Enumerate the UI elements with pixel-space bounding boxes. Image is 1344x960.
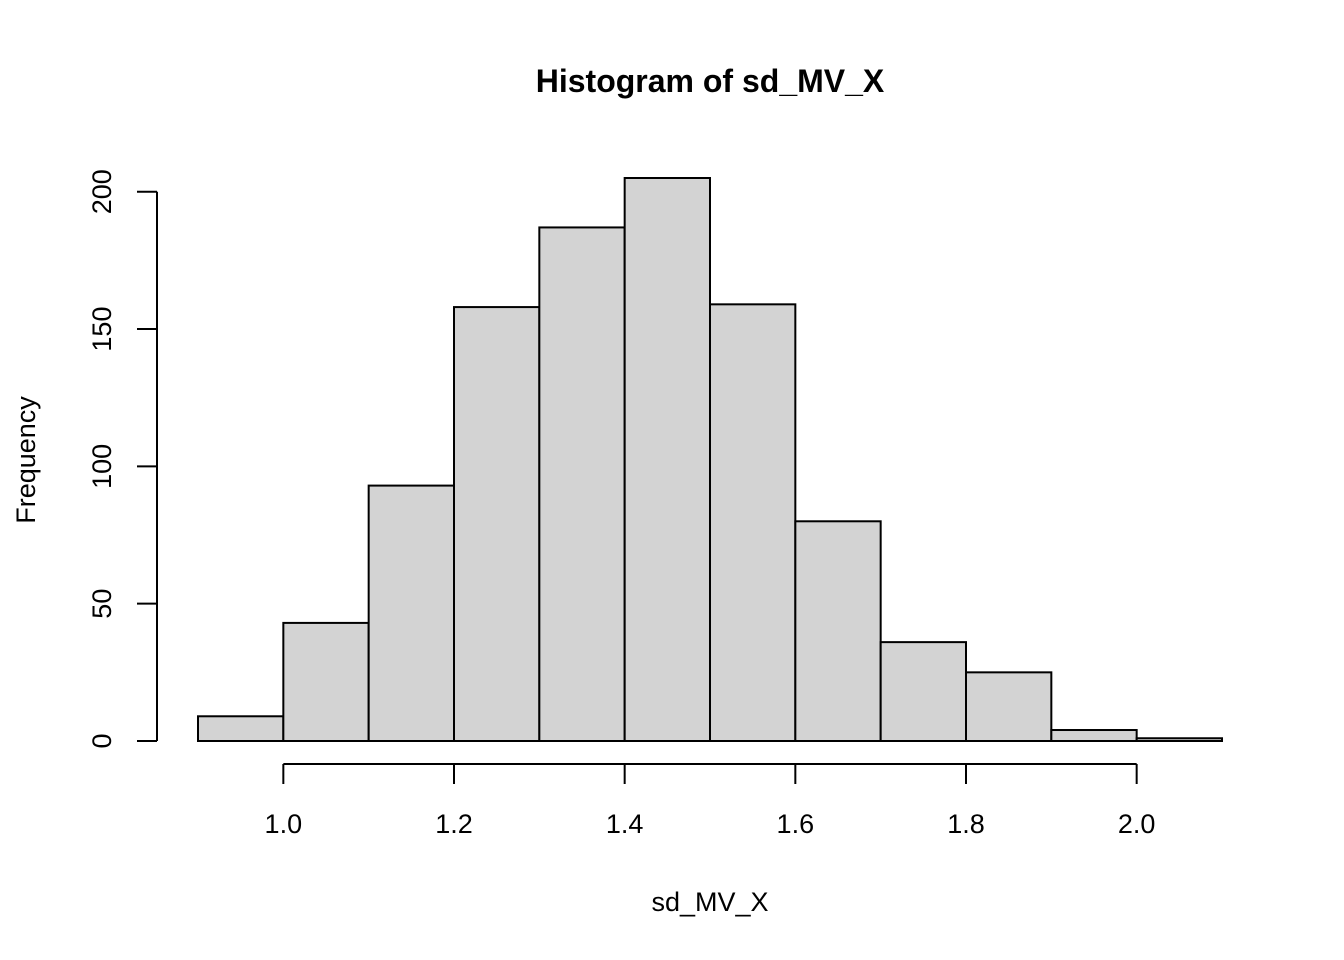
histogram-bar-6 <box>623 177 712 742</box>
histogram-bar-1 <box>197 715 285 742</box>
histogram-bar-3 <box>367 484 455 742</box>
histogram-bar-9 <box>879 641 968 743</box>
histogram-bar-7 <box>709 303 797 742</box>
y-axis: 0 50 100 150 200 <box>87 169 158 749</box>
y-tick-label-2: 50 <box>87 589 117 619</box>
histogram-bar-2 <box>282 621 370 742</box>
x-tick-label-3: 1.4 <box>606 809 644 839</box>
histogram-bar-10 <box>965 671 1053 743</box>
x-tick-label-1: 1.0 <box>265 809 303 839</box>
x-axis: 1.0 1.2 1.4 1.6 1.8 2.0 <box>265 763 1156 839</box>
x-tick-label-2: 1.2 <box>435 809 473 839</box>
x-axis-label: sd_MV_X <box>651 887 768 917</box>
y-tick-label-4: 150 <box>87 307 117 352</box>
y-tick-label-5: 200 <box>87 169 117 214</box>
y-tick-label-1: 0 <box>87 733 117 748</box>
bars-group <box>197 177 1223 743</box>
histogram-bar-4 <box>453 306 541 742</box>
chart-title: Histogram of sd_MV_X <box>536 63 885 99</box>
y-axis-label: Frequency <box>11 396 41 524</box>
x-tick-label-6: 2.0 <box>1118 809 1156 839</box>
histogram-bar-8 <box>794 520 882 742</box>
y-tick-label-3: 100 <box>87 444 117 489</box>
histogram-bar-11 <box>1050 729 1138 743</box>
x-tick-label-4: 1.6 <box>777 809 815 839</box>
histogram-bar-12 <box>1135 737 1223 743</box>
histogram-bar-5 <box>538 226 626 742</box>
x-tick-label-5: 1.8 <box>947 809 985 839</box>
